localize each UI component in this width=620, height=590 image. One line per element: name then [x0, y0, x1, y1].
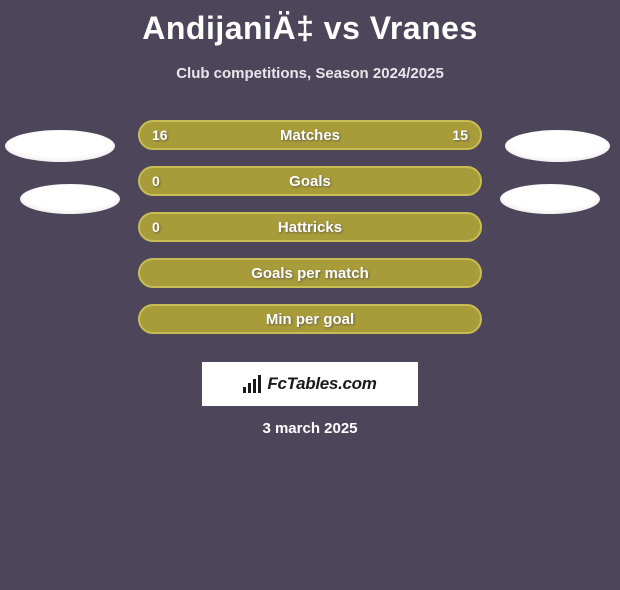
- stat-label: Min per goal: [140, 306, 480, 332]
- player-ellipse-right-2: [500, 184, 600, 214]
- stat-right-value: 15: [452, 122, 468, 148]
- player-ellipse-left-2: [20, 184, 120, 214]
- page-title: AndijaniÄ‡ vs Vranes: [0, 10, 620, 47]
- stat-row-gpm: Goals per match: [0, 250, 620, 296]
- stat-label: Goals: [140, 168, 480, 194]
- stat-pill: 0 Goals: [138, 166, 482, 196]
- stat-label: Matches: [140, 122, 480, 148]
- stat-pill: 16 Matches 15: [138, 120, 482, 150]
- bar-chart-icon: [243, 375, 261, 393]
- stat-pill: 0 Hattricks: [138, 212, 482, 242]
- stat-pill: Goals per match: [138, 258, 482, 288]
- subtitle: Club competitions, Season 2024/2025: [0, 65, 620, 82]
- player-ellipse-right-1: [505, 130, 610, 162]
- footer-date: 3 march 2025: [0, 420, 620, 437]
- stat-row-mpg: Min per goal: [0, 296, 620, 342]
- stat-label: Hattricks: [140, 214, 480, 240]
- stat-label: Goals per match: [140, 260, 480, 286]
- watermark: FcTables.com: [202, 362, 418, 406]
- stat-pill: Min per goal: [138, 304, 482, 334]
- player-ellipse-left-1: [5, 130, 115, 162]
- watermark-text: FcTables.com: [267, 374, 376, 394]
